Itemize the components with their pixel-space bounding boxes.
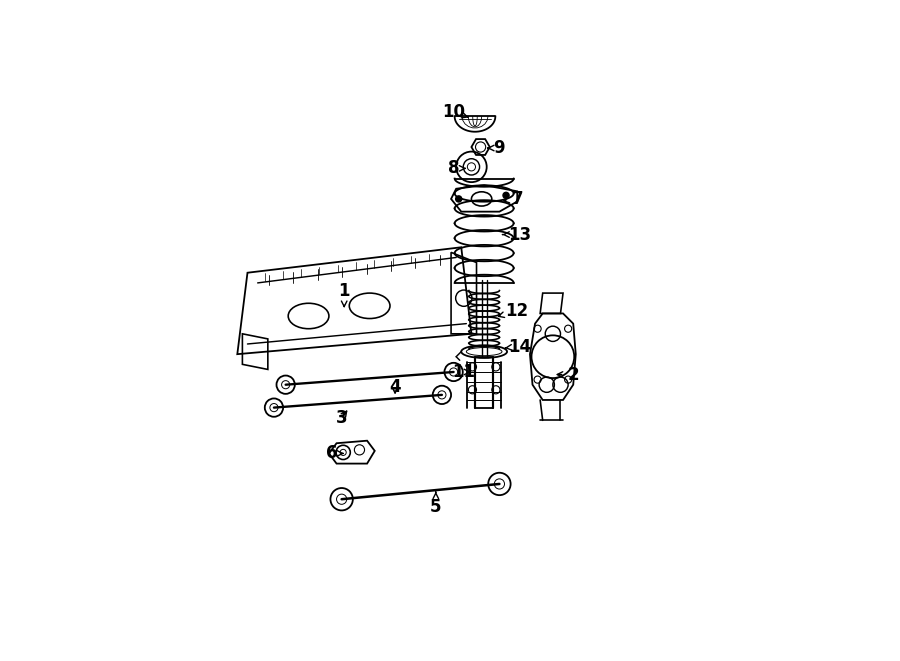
Text: 11: 11: [453, 363, 475, 381]
Circle shape: [455, 196, 462, 202]
Circle shape: [503, 192, 509, 198]
Text: 12: 12: [499, 302, 529, 320]
Text: 3: 3: [336, 408, 347, 427]
Text: 13: 13: [502, 225, 531, 243]
Text: 2: 2: [557, 366, 579, 383]
Text: 14: 14: [505, 338, 531, 356]
Text: 9: 9: [488, 139, 505, 157]
Text: 7: 7: [504, 190, 523, 208]
Text: 4: 4: [390, 378, 400, 396]
Text: 6: 6: [326, 444, 343, 463]
Text: 1: 1: [338, 282, 350, 307]
Text: 5: 5: [430, 492, 442, 516]
Text: 8: 8: [448, 159, 465, 177]
Text: 10: 10: [442, 103, 468, 122]
